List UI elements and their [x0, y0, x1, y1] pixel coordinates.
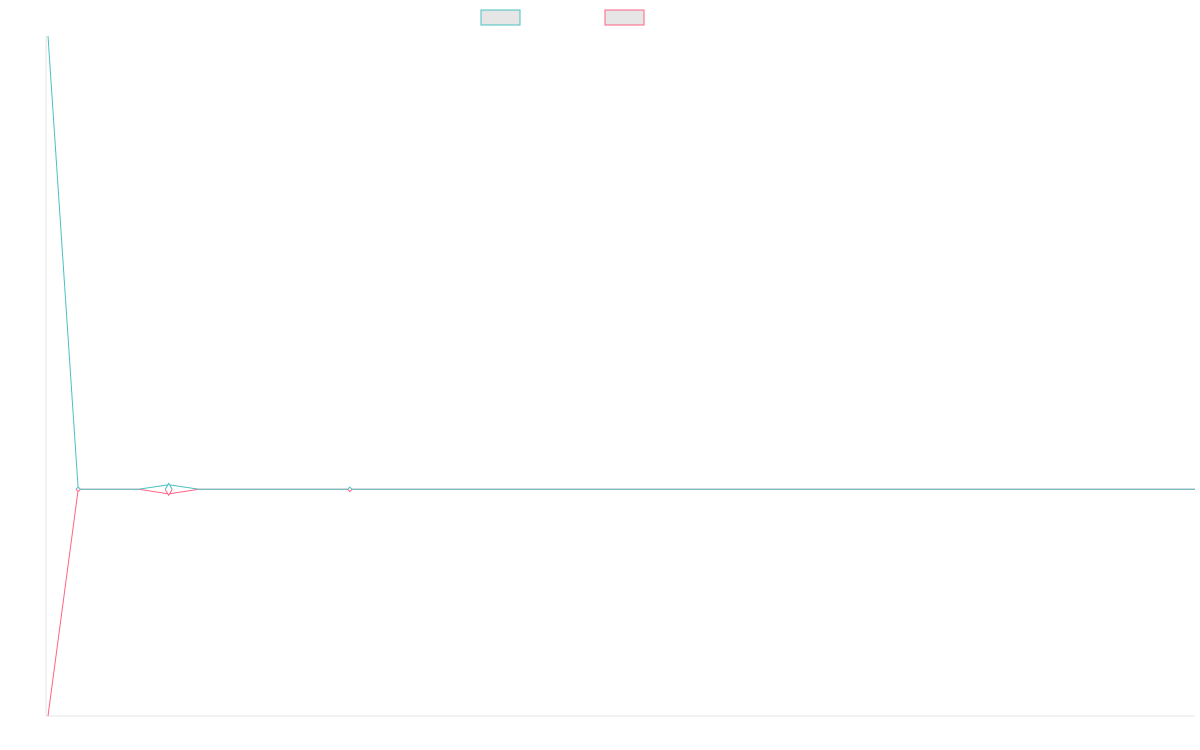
legend-swatch-2[interactable]: [604, 9, 645, 26]
legend-item-2[interactable]: [604, 9, 645, 26]
legend-item-1[interactable]: [480, 9, 521, 26]
data-point-s1-x4: [164, 482, 173, 490]
series-line-1: [47, 35, 1195, 490]
legend[interactable]: [480, 9, 645, 26]
data-point-s1-x1: [75, 486, 81, 490]
axes: [45, 36, 1195, 717]
series-line-2: [47, 488, 1195, 717]
data-point-s2-x4: [164, 489, 173, 497]
data-point-s1-x10: [347, 486, 353, 490]
series-lines: [47, 35, 1195, 717]
data-point-s2-x10: [347, 488, 353, 493]
point-markers: [75, 482, 353, 497]
legend-swatch-1[interactable]: [480, 9, 521, 26]
data-point-s2-x1: [75, 488, 81, 493]
